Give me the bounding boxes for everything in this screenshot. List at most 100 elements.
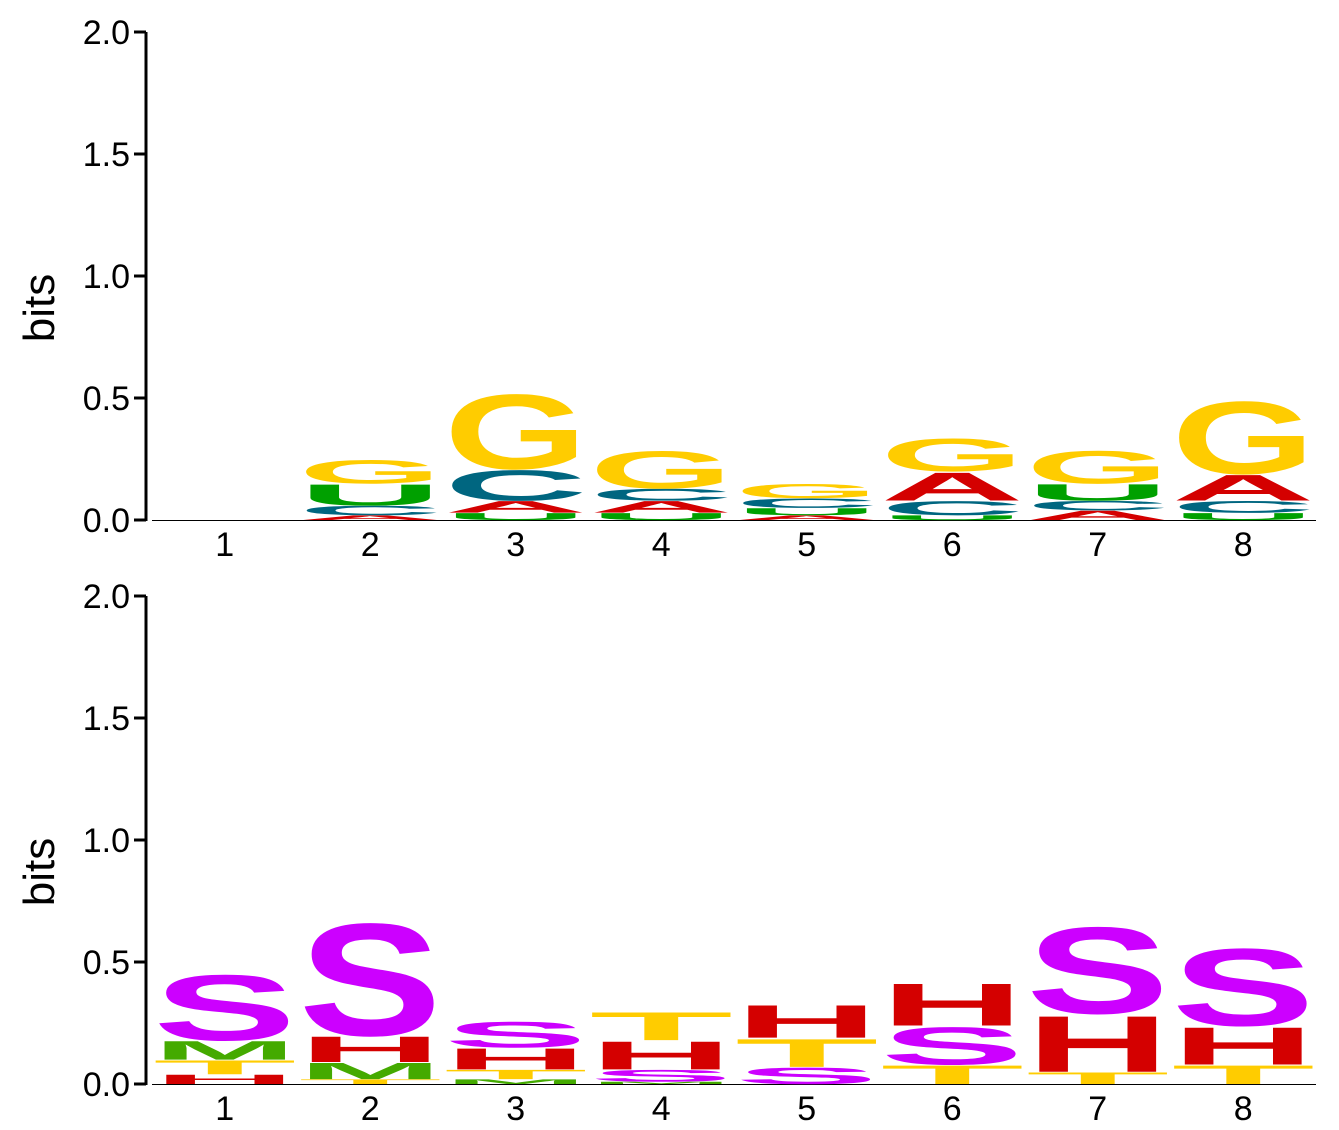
logo-letter-G: G xyxy=(735,480,878,502)
logo-letter-C: C xyxy=(1172,498,1316,517)
logo-letter-G: G xyxy=(1026,441,1169,494)
logo-letter-H: H xyxy=(1026,1000,1169,1089)
logo-letter-A: A xyxy=(444,498,588,517)
logo-letter-A: A xyxy=(881,464,1024,509)
x-position-label: 8 xyxy=(1234,526,1253,564)
x-position-label: 5 xyxy=(797,526,816,564)
y-axis-title: bits xyxy=(15,838,64,906)
logo-column: THS xyxy=(1172,926,1315,1090)
logo-column: TSH xyxy=(880,971,1024,1089)
logo-letter-H: H xyxy=(444,1042,587,1076)
logo-letter-H: H xyxy=(735,995,878,1048)
logo-letter-H: H xyxy=(299,1029,442,1070)
logo-letter-M: M xyxy=(299,1058,442,1084)
x-position-label: 2 xyxy=(361,526,380,564)
x-position-label: 7 xyxy=(1088,526,1107,564)
x-position-label: 6 xyxy=(943,526,962,564)
logo-letter-A: A xyxy=(590,498,734,517)
logo-letter-T: T xyxy=(1026,1069,1169,1088)
y-tick-label: 0.0 xyxy=(83,502,130,540)
logo-letter-U: U xyxy=(735,506,878,517)
logo-letter-G: G xyxy=(590,440,733,500)
x-position-label: 7 xyxy=(1088,1090,1107,1128)
logo-letter-S: S xyxy=(735,1063,878,1089)
logo-column: THS xyxy=(1026,902,1169,1089)
y-tick-label: 1.0 xyxy=(83,258,130,296)
logo-letter-C: C xyxy=(298,503,442,518)
logo-letter-G: G xyxy=(444,372,587,491)
logo-letter-U: U xyxy=(1172,511,1315,522)
logo-letter-U: U xyxy=(590,511,733,522)
logo-letter-S: S xyxy=(590,1067,733,1086)
logo-letter-G: G xyxy=(299,453,442,490)
logo-letter-C: C xyxy=(735,496,879,511)
x-position-label: 1 xyxy=(215,1090,234,1128)
logo-letter-T: T xyxy=(735,1030,878,1075)
y-axis-title: bits xyxy=(15,274,64,342)
y-tick-label: 0.5 xyxy=(83,944,130,982)
logo-letter-T: T xyxy=(299,1078,442,1085)
y-tick-label: 1.0 xyxy=(83,822,130,860)
y-tick-label: 1.5 xyxy=(83,700,130,738)
y-tick-label: 1.5 xyxy=(83,136,130,174)
x-position-label: 1 xyxy=(215,526,234,564)
x-position-label: 2 xyxy=(361,1090,380,1128)
logo-letter-A: A xyxy=(1026,508,1170,523)
logo-letter-H: H xyxy=(881,971,1024,1038)
logo-letter-C: C xyxy=(590,485,734,504)
logo-letter-A: A xyxy=(1172,468,1315,509)
logo-letter-A: A xyxy=(298,514,442,521)
logo-letter-G: G xyxy=(1172,380,1315,496)
logo-letter-T: T xyxy=(444,1067,587,1082)
y-tick-label: 2.0 xyxy=(83,578,130,616)
x-position-label: 3 xyxy=(506,1090,525,1128)
x-position-label: 8 xyxy=(1234,1090,1253,1128)
logo-letter-S: S xyxy=(153,956,296,1060)
logo-letter-S: S xyxy=(1026,902,1169,1040)
logo-letter-M: M xyxy=(153,1036,296,1066)
logo-letter-M: M xyxy=(590,1081,733,1085)
logo-letter-H: H xyxy=(590,1033,733,1078)
y-tick-label: 0.5 xyxy=(83,380,130,418)
logo-letter-C: C xyxy=(1026,498,1170,513)
logo-letter-S: S xyxy=(880,1016,1024,1076)
x-position-label: 5 xyxy=(797,1090,816,1128)
logo-letter-C: C xyxy=(444,462,587,510)
y-tick-label: 2.0 xyxy=(83,14,130,52)
logo-letter-S: S xyxy=(299,891,442,1070)
y-tick-label: 0.0 xyxy=(83,1066,130,1104)
logo-letter-S: S xyxy=(444,1014,587,1055)
logo-letter-M: M xyxy=(444,1078,587,1085)
logo-letter-T: T xyxy=(1172,1060,1315,1090)
logo-letter-C: C xyxy=(881,497,1024,519)
logo-letter-A: A xyxy=(735,514,879,521)
logo-letter-U: U xyxy=(880,514,1024,521)
logo-letter-U: U xyxy=(444,511,587,522)
x-position-label: 4 xyxy=(652,1090,671,1128)
logo-letter-T: T xyxy=(881,1060,1024,1090)
x-position-label: 6 xyxy=(943,1090,962,1128)
x-position-label: 3 xyxy=(506,526,525,564)
logo-letter-H: H xyxy=(153,1072,297,1087)
logo-letter-U: U xyxy=(1026,479,1170,505)
logo-letter-H: H xyxy=(1172,1016,1315,1076)
logo-letter-T: T xyxy=(153,1056,296,1078)
x-position-label: 4 xyxy=(652,526,671,564)
logo-letter-G: G xyxy=(881,429,1024,482)
logo-letter-T: T xyxy=(590,1004,733,1049)
logo-letter-U: U xyxy=(299,478,442,512)
logo-letter-S: S xyxy=(1172,926,1315,1049)
